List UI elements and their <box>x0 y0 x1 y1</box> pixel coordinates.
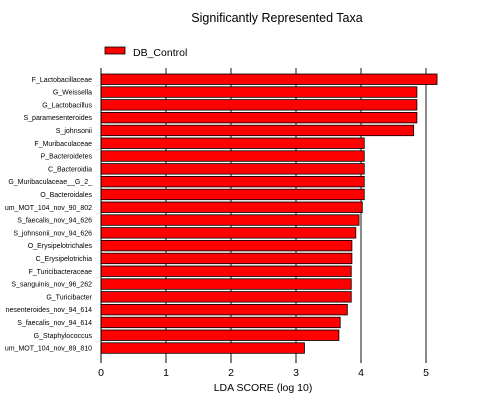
x-axis: 0 1 2 3 4 5 <box>98 68 429 379</box>
bar <box>100 214 360 226</box>
bar <box>100 124 415 137</box>
bar <box>100 252 353 265</box>
bar <box>100 150 365 162</box>
bar <box>100 239 353 252</box>
bar <box>100 163 365 175</box>
bar <box>100 329 340 341</box>
bar <box>100 201 363 213</box>
category-label: S_sanguinis_nov_96_262 <box>11 282 92 289</box>
bar <box>100 316 341 329</box>
legend-label: DB_Control <box>133 47 187 59</box>
bar <box>100 137 365 149</box>
category-label: C_Erysipelotrichia <box>36 256 93 263</box>
bar <box>100 342 305 354</box>
category-label: G_Muribaculaceae__G_2_ <box>8 179 92 186</box>
bar <box>100 86 418 98</box>
category-label: nesenteroides_nov_94_614 <box>6 307 93 314</box>
x-tick-label: 1 <box>163 367 169 379</box>
category-label: S_faecalis_nov_94_626 <box>17 218 92 225</box>
bar <box>100 112 418 124</box>
category-label: S_faecalis_nov_94_614 <box>17 320 92 327</box>
category-label: G_Weissella <box>53 90 92 97</box>
category-label: C_Bacteroidia <box>48 166 92 173</box>
category-label: F_Turicibacteraceae <box>28 269 92 276</box>
bar <box>100 175 365 188</box>
x-tick-label: 5 <box>423 367 429 379</box>
x-axis-label: LDA SCORE (log 10) <box>214 382 313 394</box>
gridlines <box>165 68 427 359</box>
bar <box>100 303 348 316</box>
chart-title: Significantly Represented Taxa <box>191 11 362 25</box>
bar <box>100 73 438 85</box>
category-label: S_paramesenteroides <box>24 115 93 122</box>
category-label: G_Turicibacter <box>46 294 92 301</box>
bar <box>100 99 418 111</box>
category-label: um_MOT_104_nov_89_810 <box>5 346 92 353</box>
legend-swatch <box>104 46 126 55</box>
bar <box>100 278 352 290</box>
category-label: F_Lactobacillaceae <box>32 77 92 84</box>
category-label: G_Staphylococcus <box>34 333 93 340</box>
category-labels: F_Lactobacillaceae G_Weissella G_Lactobaci… <box>5 77 93 353</box>
category-label: F_Muribaculaceae <box>34 141 92 148</box>
bars <box>100 73 438 354</box>
legend: DB_Control <box>104 46 187 59</box>
category-label: um_MOT_104_nov_90_802 <box>5 205 92 212</box>
bar <box>100 265 352 277</box>
bar <box>100 188 365 201</box>
x-tick-label: 3 <box>293 367 299 379</box>
bar <box>100 227 357 239</box>
category-label: O_Erysipelotrichales <box>28 243 93 250</box>
category-label: O_Bacteroidales <box>40 192 92 199</box>
category-label: S_johnsonii <box>56 128 93 135</box>
x-tick-label: 0 <box>98 367 104 379</box>
category-label: G_Lactobacillus <box>42 102 92 109</box>
category-label: S_johnsonii_nov_94_626 <box>13 230 92 237</box>
x-tick-label: 4 <box>358 367 364 379</box>
category-label: P_Bacteroidetes <box>41 154 93 161</box>
x-tick-label: 2 <box>228 367 234 379</box>
bar <box>100 291 352 303</box>
